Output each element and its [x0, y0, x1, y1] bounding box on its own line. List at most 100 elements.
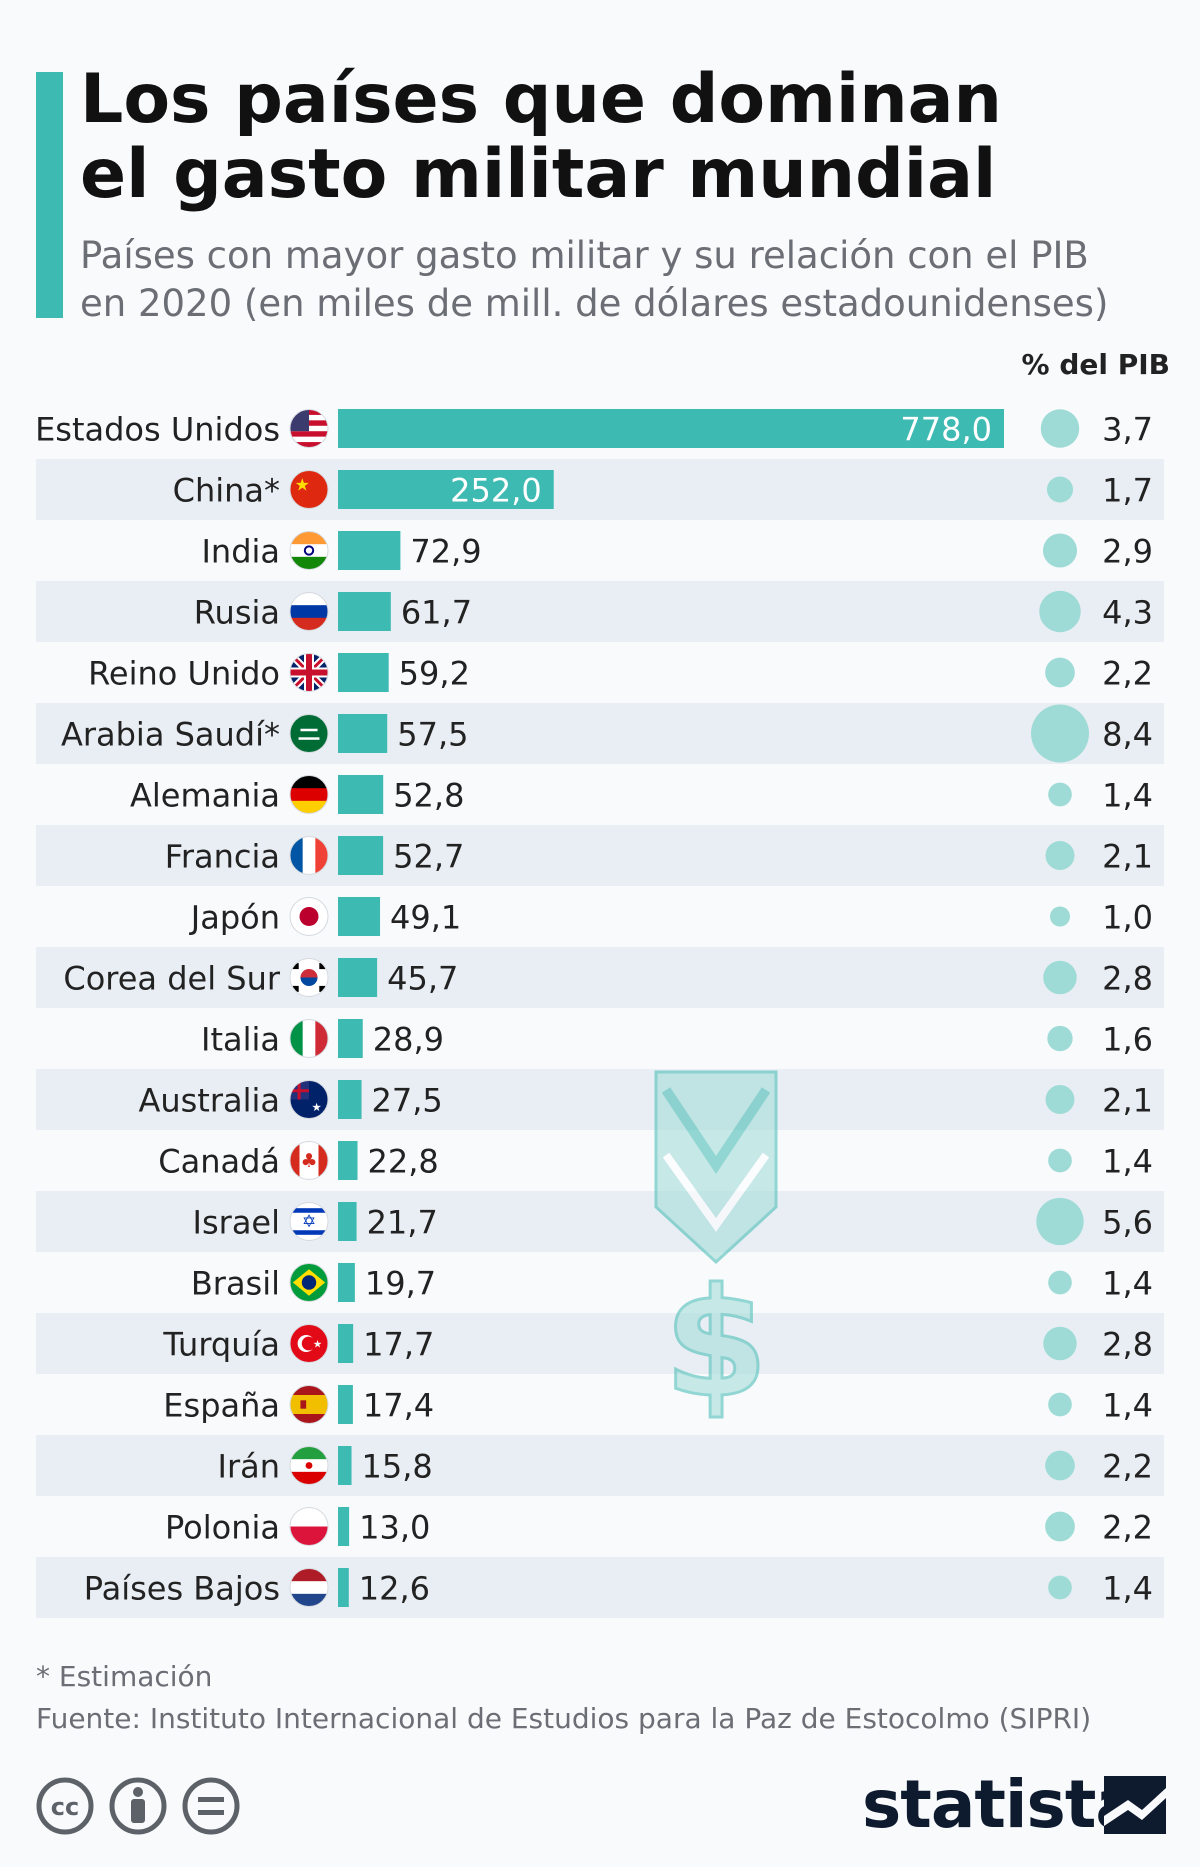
- gdp-bubble: [1049, 906, 1071, 927]
- gdp-column-header: % del PIB: [1021, 348, 1170, 381]
- gdp-share-label: 1,0: [1102, 899, 1153, 937]
- chart-subtitle: Países con mayor gasto militar y su rela…: [80, 232, 1180, 328]
- gdp-bubble: [1043, 960, 1077, 995]
- brazil-flag-icon: [289, 1263, 329, 1302]
- value-label: 57,5: [397, 716, 468, 754]
- row-stripe: [36, 1435, 1164, 1496]
- row-stripe: [36, 703, 1164, 764]
- country-label: Australia: [138, 1082, 280, 1120]
- bar: [338, 1202, 357, 1241]
- gdp-bubble: [1045, 1085, 1075, 1114]
- bar: [338, 470, 554, 509]
- bar: [338, 1385, 353, 1424]
- value-label: 27,5: [372, 1082, 443, 1120]
- value-label: 19,7: [365, 1265, 436, 1303]
- gdp-share-label: 1,4: [1102, 1143, 1153, 1181]
- gdp-bubble: [1045, 841, 1075, 870]
- attribution-icon[interactable]: [109, 1777, 167, 1835]
- brand-name: statista: [862, 1766, 1140, 1843]
- country-label: Canadá: [158, 1143, 280, 1181]
- canada-flag-icon: ♣: [289, 1141, 329, 1180]
- bar: [338, 409, 1004, 448]
- country-label: Países Bajos: [84, 1570, 280, 1608]
- gdp-share-label: 2,8: [1102, 1326, 1153, 1364]
- gdp-share-label: 5,6: [1102, 1204, 1153, 1242]
- country-label: Alemania: [130, 777, 280, 815]
- gdp-share-label: 2,9: [1102, 533, 1153, 571]
- country-label: Rusia: [194, 594, 280, 632]
- creative-commons-icon[interactable]: cc: [36, 1777, 94, 1835]
- value-label: 17,7: [363, 1326, 434, 1364]
- gdp-share-label: 8,4: [1102, 716, 1153, 754]
- country-label: Irán: [218, 1448, 280, 1486]
- turkey-flag-icon: ★: [289, 1324, 329, 1363]
- bar: [338, 531, 401, 570]
- row-stripe: [36, 1557, 1164, 1618]
- bar: [338, 1019, 363, 1058]
- country-label: España: [163, 1387, 280, 1425]
- gdp-bubble: [1031, 704, 1089, 763]
- value-label: 252,0: [450, 472, 542, 510]
- value-label: 72,9: [410, 533, 481, 571]
- bar: [338, 653, 389, 692]
- value-label: 61,7: [401, 594, 472, 632]
- row-stripe: [36, 459, 1164, 520]
- japan-flag-icon: [289, 897, 329, 936]
- value-label: 49,1: [390, 899, 461, 937]
- germany-flag-icon: [289, 775, 329, 814]
- value-label: 13,0: [359, 1509, 430, 1547]
- value-label: 28,9: [373, 1021, 444, 1059]
- country-label: Estados Unidos: [35, 411, 280, 449]
- country-label: Arabia Saudí*: [61, 716, 280, 754]
- military-medal-dollar-icon: $: [654, 1070, 778, 1433]
- bar: [338, 1080, 362, 1119]
- bar: [338, 836, 384, 875]
- country-label: Polonia: [165, 1509, 280, 1547]
- gdp-share-label: 4,3: [1102, 594, 1153, 632]
- row-stripe: [36, 1191, 1164, 1252]
- gdp-share-label: 1,6: [1102, 1021, 1153, 1059]
- uk-flag-icon: [289, 653, 329, 692]
- svg-text:✡: ✡: [302, 1212, 316, 1232]
- value-label: 52,7: [393, 838, 464, 876]
- country-label: India: [201, 533, 280, 571]
- gdp-share-label: 1,4: [1102, 1265, 1153, 1303]
- statista-wave-icon: [1104, 1776, 1166, 1834]
- svg-text:★: ★: [311, 1100, 321, 1114]
- bar: [338, 958, 378, 997]
- value-label: 59,2: [399, 655, 470, 693]
- china-flag-icon: ★: [289, 470, 329, 509]
- title-line-2: el gasto militar mundial: [80, 135, 997, 214]
- title-accent-bar: [36, 72, 63, 318]
- no-derivatives-icon[interactable]: [182, 1777, 240, 1835]
- usa-flag-icon: [289, 409, 329, 448]
- gdp-share-label: 1,4: [1102, 777, 1153, 815]
- svg-text:★: ★: [313, 1338, 322, 1350]
- poland-flag-icon: [289, 1507, 329, 1546]
- bar: [338, 1324, 354, 1363]
- country-label: Israel: [193, 1204, 280, 1242]
- value-label: 52,8: [393, 777, 464, 815]
- gdp-bubble: [1045, 1450, 1075, 1481]
- gdp-bubble: [1036, 1197, 1084, 1246]
- france-flag-icon: [289, 836, 329, 875]
- row-stripe: [36, 581, 1164, 642]
- country-label: Turquía: [162, 1326, 280, 1364]
- subtitle-line-2: en 2020 (en miles de mill. de dólares es…: [80, 282, 1109, 325]
- country-label: Japón: [189, 899, 280, 937]
- gdp-share-label: 2,2: [1102, 1509, 1153, 1547]
- country-label: China*: [173, 472, 280, 510]
- iran-flag-icon: [289, 1446, 329, 1485]
- gdp-share-label: 2,2: [1102, 655, 1153, 693]
- svg-text:cc: cc: [51, 1793, 79, 1821]
- statista-logo[interactable]: statista: [862, 1765, 1168, 1845]
- gdp-bubble: [1042, 533, 1078, 568]
- gdp-share-label: 2,8: [1102, 960, 1153, 998]
- license-icons: cc: [36, 1777, 240, 1835]
- svg-text:★: ★: [295, 475, 310, 495]
- bar: [338, 1141, 358, 1180]
- svg-text:♣: ♣: [300, 1150, 317, 1172]
- gdp-bubble: [1047, 1025, 1073, 1052]
- gdp-bubble: [1048, 1392, 1072, 1417]
- footnote: * Estimación: [36, 1660, 213, 1693]
